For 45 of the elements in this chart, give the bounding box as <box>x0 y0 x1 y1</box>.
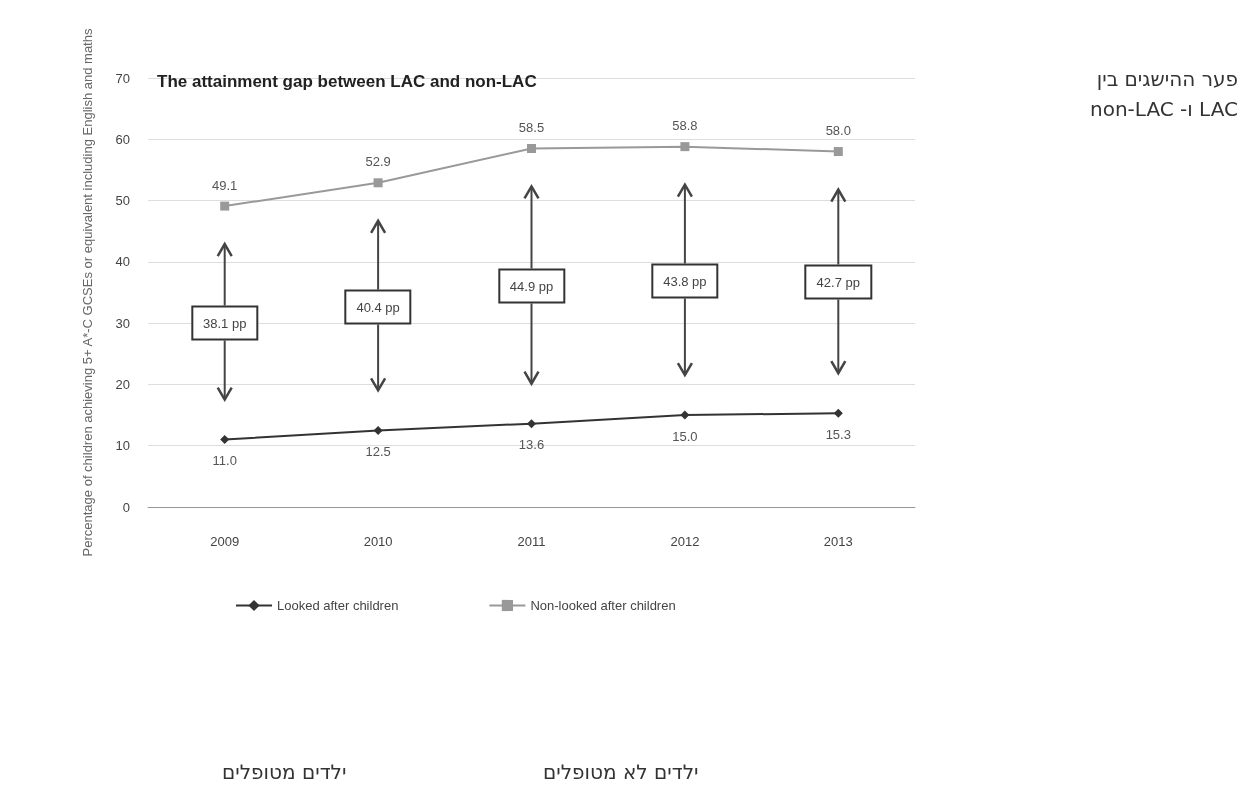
point <box>527 419 536 429</box>
x-tick-label: 2013 <box>823 534 853 549</box>
annotation: 42.7 pp <box>804 264 872 300</box>
chart-title: The attainment gap between LAC and non-LAC <box>157 72 537 91</box>
point <box>220 201 230 211</box>
text: ילדים לא מטופלים <box>543 760 699 784</box>
point <box>373 178 383 188</box>
y-tick-label: 50 <box>115 193 130 209</box>
annotation: 44.9 pp <box>497 268 566 304</box>
y-tick-label: 10 <box>115 438 130 454</box>
y-tick-label: 70 <box>115 70 130 86</box>
text: ילדים מטופלים <box>222 760 347 784</box>
y-axis-title: Percentage of children achieving 5+ A*-C GCSEs or equivalent including English and maths <box>80 28 95 557</box>
data-label: 52.9 <box>365 154 391 170</box>
data-label: 58.0 <box>825 123 851 139</box>
data-label: 49.1 <box>212 177 238 193</box>
point <box>680 410 690 420</box>
y-tick-label: 0 <box>122 499 130 515</box>
annotation: 43.8 pp <box>651 263 719 299</box>
x-tick-label: 2012 <box>670 534 700 549</box>
y-tick-label: 60 <box>115 131 130 147</box>
data-label: 13.6 <box>518 437 545 453</box>
x-tick-label: 2009 <box>210 534 240 549</box>
legend-label: Looked after children <box>277 598 399 613</box>
annotation: 40.4 pp <box>344 289 412 325</box>
data-label: 15.0 <box>672 428 698 444</box>
data-label: 58.8 <box>672 118 698 134</box>
point <box>527 143 536 153</box>
y-tick-label: 20 <box>115 376 130 392</box>
point <box>833 147 843 157</box>
data-label: 15.3 <box>825 426 851 442</box>
text: פער ההישגים בין LAC ו- non-LAC <box>1089 66 1238 123</box>
x-tick-label: 2010 <box>363 534 393 549</box>
point <box>680 142 690 152</box>
legend-label: Non-looked after children <box>530 598 676 613</box>
y-tick-label: 40 <box>115 254 130 270</box>
data-label: 11.0 <box>212 453 237 469</box>
x-tick-label: 2011 <box>517 534 546 549</box>
y-tick-label: 30 <box>115 315 130 331</box>
data-label: 58.5 <box>518 119 545 135</box>
point <box>220 435 230 445</box>
point <box>833 408 843 418</box>
data-label: 12.5 <box>365 443 391 459</box>
point <box>373 425 383 435</box>
annotation: 38.1 pp <box>191 305 259 341</box>
